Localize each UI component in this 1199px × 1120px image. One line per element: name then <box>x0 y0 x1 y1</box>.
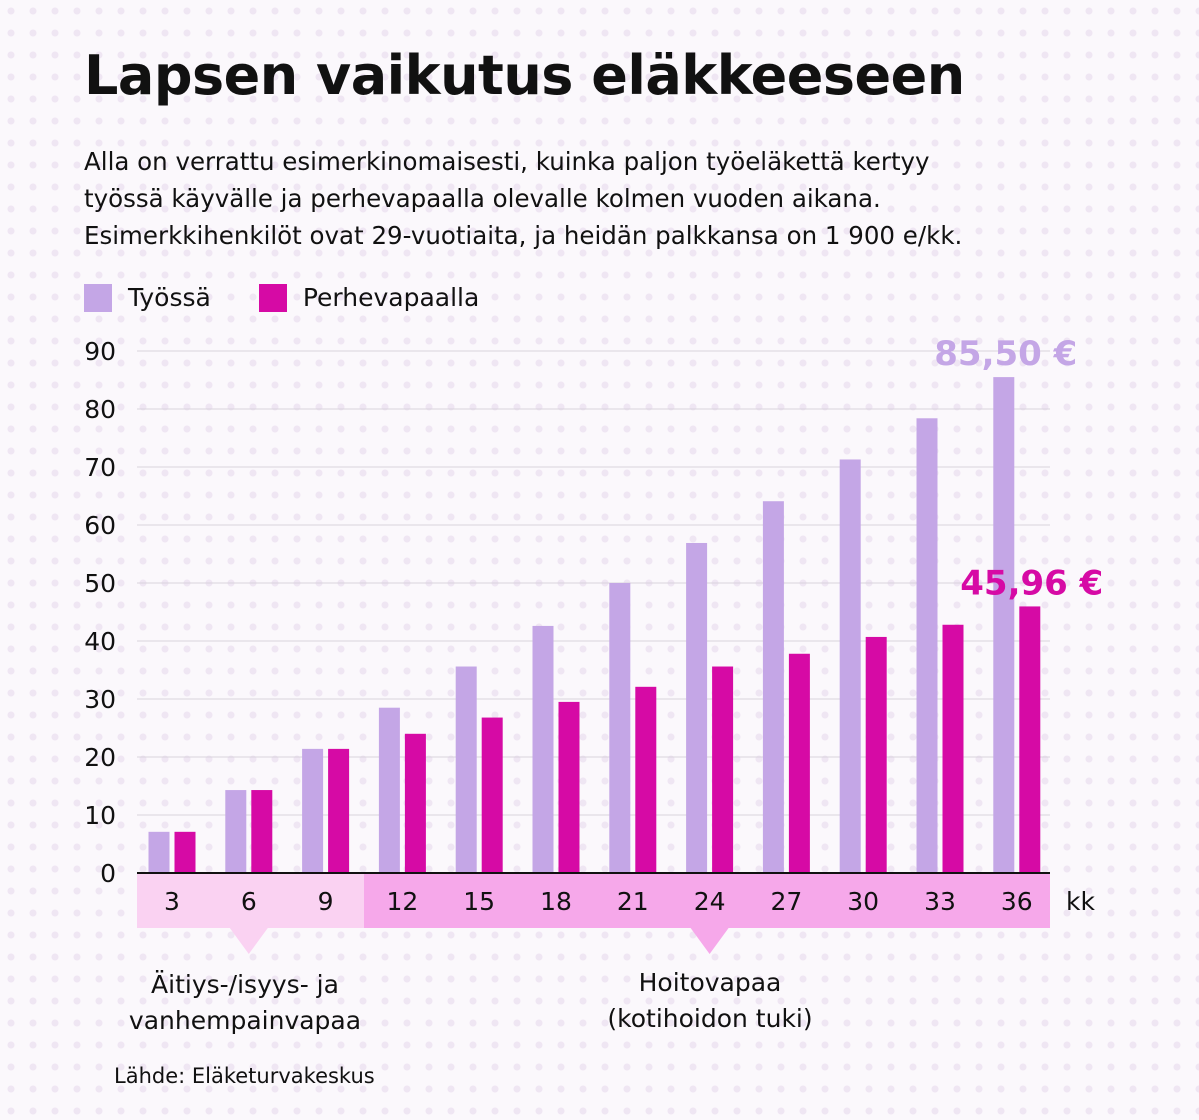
legend-item-tyossa: Työssä <box>84 283 211 312</box>
period-pointer-left_period <box>229 928 268 954</box>
y-tick-label: 20 <box>84 743 116 772</box>
bar-perhevapaalla <box>558 701 580 873</box>
legend-label-perhevapaalla: Perhevapaalla <box>302 283 480 312</box>
bar-tyossa <box>609 583 631 873</box>
y-tick-label: 50 <box>84 569 116 598</box>
period-annotation-parental-leave: Äitiys-/isyys- ja vanhempainvapaa <box>95 967 395 1039</box>
period-band-left_period <box>137 874 364 928</box>
legend-label-tyossa: Työssä <box>128 283 211 312</box>
bar-tyossa <box>302 748 324 873</box>
x-tick-label: 21 <box>617 887 649 916</box>
bar-tyossa <box>148 831 170 873</box>
end-value-label-tyossa: 85,50 € <box>934 334 1077 374</box>
x-axis-unit: kk <box>1066 887 1095 916</box>
x-tick-label: 27 <box>770 887 802 916</box>
y-tick-label: 40 <box>84 627 116 656</box>
period-annotation-care-leave: Hoitovapaa (kotihoidon tuki) <box>560 965 860 1037</box>
legend-swatch-perhevapaalla <box>258 283 287 312</box>
annotation-line: vanhempainvapaa <box>128 1006 362 1035</box>
bar-tyossa <box>532 625 554 873</box>
bar-perhevapaalla <box>481 717 503 873</box>
x-tick-label: 18 <box>540 887 572 916</box>
chart-subtitle: Alla on verrattu esimerkinomaisesti, kui… <box>84 143 1174 254</box>
y-tick-label: 0 <box>100 859 116 888</box>
x-tick-label: 30 <box>847 887 879 916</box>
period-band-right_period <box>364 874 1050 928</box>
y-tick-label: 30 <box>84 685 116 714</box>
subtitle-line: Alla on verrattu esimerkinomaisesti, kui… <box>84 147 930 176</box>
bar-perhevapaalla <box>712 666 734 873</box>
y-tick-label: 70 <box>84 453 116 482</box>
source-note: Lähde: Eläketurvakeskus <box>114 1064 375 1088</box>
bar-perhevapaalla <box>865 636 887 873</box>
x-tick-label: 6 <box>241 887 257 916</box>
bar-tyossa <box>839 459 861 873</box>
x-tick-label: 9 <box>318 887 334 916</box>
bar-tyossa <box>378 707 400 873</box>
subtitle-line: Esimerkkihenkilöt ovat 29-vuotiaita, ja … <box>84 221 963 250</box>
end-value-label-perhevapaalla: 45,96 € <box>960 563 1103 603</box>
bar-perhevapaalla <box>788 653 810 873</box>
y-tick-label: 80 <box>84 395 116 424</box>
chart-title: Lapsen vaikutus eläkkeeseen <box>84 44 965 107</box>
x-tick-label: 3 <box>164 887 180 916</box>
x-tick-label: 15 <box>463 887 495 916</box>
bar-tyossa <box>762 501 784 873</box>
bar-perhevapaalla <box>635 686 657 873</box>
bar-perhevapaalla <box>251 790 273 873</box>
y-tick-label: 10 <box>84 801 116 830</box>
subtitle-line: työssä käyvälle ja perhevapaalla olevall… <box>84 184 881 213</box>
x-tick-label: 24 <box>694 887 726 916</box>
x-tick-label: 33 <box>924 887 956 916</box>
bar-tyossa <box>916 418 938 873</box>
legend-item-perhevapaalla: Perhevapaalla <box>258 283 480 312</box>
bar-perhevapaalla <box>942 624 964 873</box>
annotation-line: Äitiys-/isyys- ja <box>151 970 339 999</box>
y-tick-label: 90 <box>84 337 116 366</box>
bar-perhevapaalla <box>404 733 426 873</box>
bar-perhevapaalla <box>1019 606 1041 873</box>
period-pointer-right_period <box>690 928 729 954</box>
x-tick-label: 12 <box>386 887 418 916</box>
chart-legend: Työssä Perhevapaalla <box>84 283 527 312</box>
bar-perhevapaalla <box>328 748 350 873</box>
bar-tyossa <box>455 666 477 873</box>
bar-tyossa <box>686 542 708 873</box>
bar-perhevapaalla <box>174 831 196 873</box>
bar-tyossa <box>225 790 247 873</box>
x-tick-label: 36 <box>1001 887 1033 916</box>
legend-swatch-tyossa <box>84 283 112 312</box>
annotation-line: Hoitovapaa <box>638 968 782 997</box>
annotation-line: (kotihoidon tuki) <box>607 1004 813 1033</box>
bar-tyossa <box>993 377 1015 873</box>
y-tick-label: 60 <box>84 511 116 540</box>
